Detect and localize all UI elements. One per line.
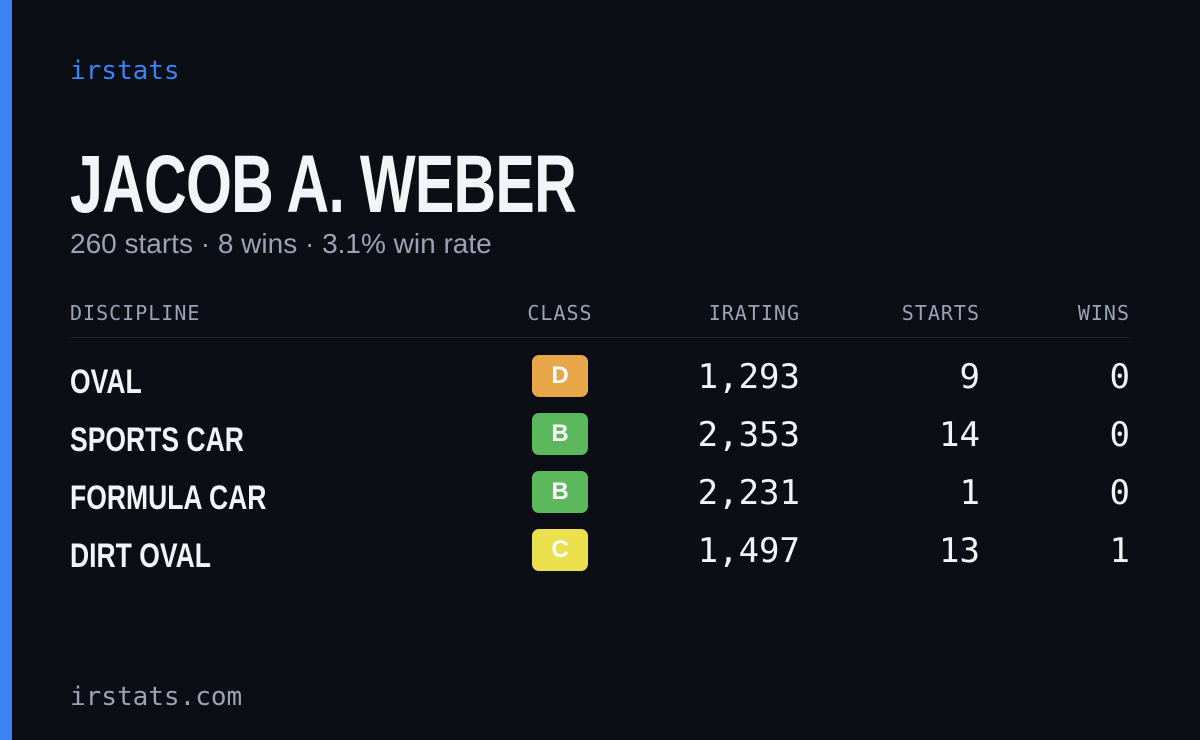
starts: 1 bbox=[959, 473, 980, 513]
class-badge: B bbox=[532, 413, 588, 455]
wins: 1 bbox=[1109, 531, 1130, 571]
driver-name: JACOB A. WEBER bbox=[70, 139, 577, 230]
column-header: DISCIPLINE bbox=[70, 301, 201, 325]
wins: 0 bbox=[1109, 473, 1130, 513]
accent-stripe bbox=[0, 0, 12, 740]
summary: 260 starts · 8 wins · 3.1% win rate bbox=[70, 228, 492, 259]
brand: irstats bbox=[70, 56, 180, 86]
column-header: CLASS bbox=[527, 301, 593, 325]
header-rule bbox=[70, 337, 1130, 338]
wins: 0 bbox=[1109, 357, 1130, 397]
irating: 1,293 bbox=[697, 357, 800, 397]
class-badge: B bbox=[532, 471, 588, 513]
discipline: OVAL bbox=[70, 363, 142, 401]
discipline: DIRT OVAL bbox=[70, 537, 211, 575]
column-header: WINS bbox=[1077, 301, 1130, 325]
irating: 2,231 bbox=[697, 473, 800, 513]
class-badge: C bbox=[532, 529, 588, 571]
class-badge: D bbox=[532, 355, 588, 397]
irating: 2,353 bbox=[697, 415, 800, 455]
starts: 14 bbox=[939, 415, 980, 455]
discipline: SPORTS CAR bbox=[70, 421, 244, 459]
wins: 0 bbox=[1109, 415, 1130, 455]
irating: 1,497 bbox=[697, 531, 800, 571]
column-header: IRATING bbox=[708, 301, 800, 325]
footer: irstats.com bbox=[70, 682, 243, 712]
starts: 9 bbox=[959, 357, 980, 397]
column-header: STARTS bbox=[901, 301, 980, 325]
discipline: FORMULA CAR bbox=[70, 479, 267, 517]
starts: 13 bbox=[939, 531, 980, 571]
